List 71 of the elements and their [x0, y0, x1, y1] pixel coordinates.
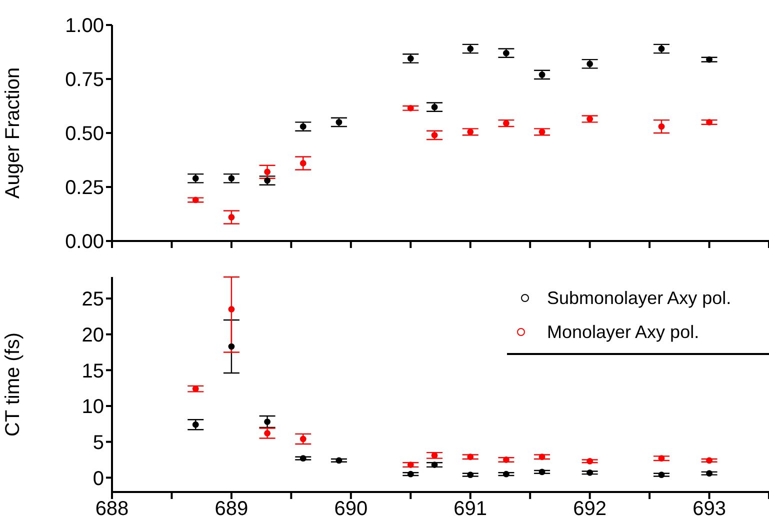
point: [431, 452, 438, 459]
point: [706, 119, 712, 126]
point: [658, 472, 665, 478]
point: [431, 132, 438, 138]
legend-label: Monolayer Axy pol.: [547, 322, 700, 342]
y-tick-label: 20: [82, 324, 104, 346]
y-axis-title: Auger Fraction: [2, 67, 24, 199]
point: [586, 116, 594, 122]
point: [503, 456, 510, 463]
point: [228, 175, 235, 182]
point: [300, 436, 306, 442]
point: [407, 462, 414, 468]
point: [300, 160, 306, 166]
point: [264, 177, 270, 184]
y-tick-label: 0.00: [65, 231, 104, 254]
point: [467, 472, 474, 478]
point: [503, 470, 510, 478]
x-tick-label: 689: [214, 498, 248, 520]
y-tick-label: 25: [82, 288, 104, 311]
point: [538, 454, 546, 460]
point: [264, 418, 270, 425]
point: [192, 196, 199, 204]
point: [503, 50, 510, 56]
point: [586, 458, 594, 464]
point: [192, 421, 199, 428]
point: [658, 123, 665, 130]
y-axis-title: CT time (fs): [2, 332, 24, 437]
y-tick-label: 15: [82, 360, 104, 382]
legend-label: Submonolayer Axy pol.: [547, 288, 732, 308]
point: [300, 123, 306, 130]
point: [336, 457, 342, 464]
x-tick-label: 693: [692, 498, 726, 520]
y-tick-label: 0.50: [65, 123, 104, 146]
x-tick-label: 692: [573, 498, 607, 520]
point: [228, 343, 235, 350]
point: [431, 104, 438, 110]
y-tick-label: 10: [82, 396, 104, 418]
point: [300, 455, 306, 462]
point: [586, 60, 594, 68]
y-tick-label: 1.00: [65, 15, 104, 38]
point: [503, 120, 510, 126]
point: [407, 104, 414, 112]
point: [192, 386, 199, 392]
point: [467, 46, 474, 52]
point: [658, 46, 665, 52]
point: [264, 430, 270, 436]
point: [658, 455, 665, 462]
point: [706, 56, 712, 63]
point: [336, 119, 342, 126]
point: [407, 55, 414, 62]
point: [538, 468, 546, 476]
point: [192, 175, 199, 182]
point: [467, 128, 474, 136]
point: [467, 454, 474, 460]
point: [706, 457, 712, 464]
point: [586, 469, 594, 476]
x-tick-label: 691: [454, 498, 488, 520]
point: [228, 214, 235, 220]
x-tick-label: 690: [334, 498, 368, 520]
y-tick-label: 0.75: [65, 69, 104, 92]
y-tick-label: 0.25: [65, 177, 104, 200]
y-tick-label: 5: [92, 432, 104, 454]
point: [431, 462, 438, 468]
point: [706, 470, 712, 477]
point: [228, 306, 235, 312]
x-tick-label: 688: [95, 498, 129, 520]
y-tick-label: 0: [92, 468, 104, 490]
point: [538, 128, 546, 136]
point: [538, 71, 546, 78]
point: [264, 168, 270, 176]
point: [407, 470, 414, 478]
